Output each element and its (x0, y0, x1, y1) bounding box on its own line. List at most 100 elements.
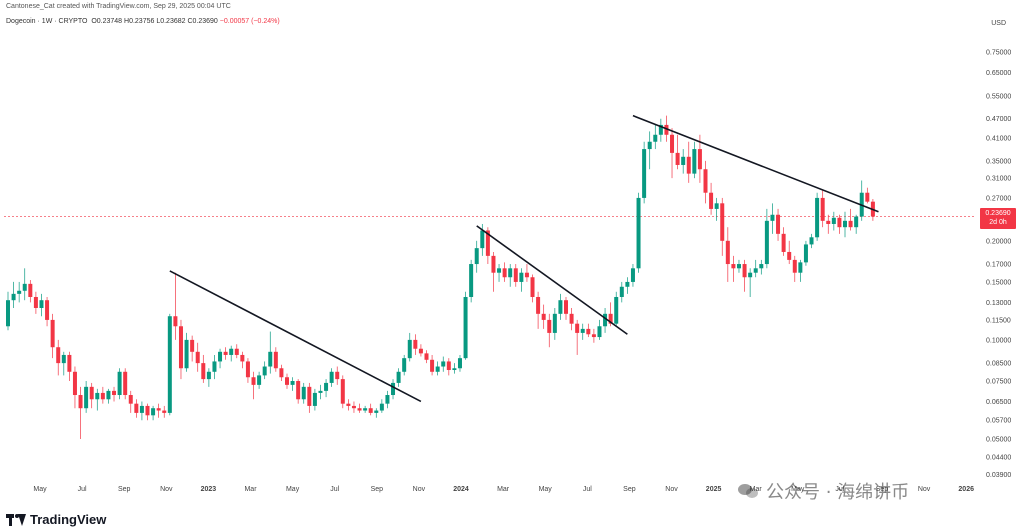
candle (764, 208, 769, 269)
candle-body (524, 272, 529, 278)
candle-body (190, 339, 195, 352)
candle (28, 280, 33, 303)
candle-body (357, 408, 362, 411)
candle (67, 351, 72, 382)
trendline[interactable] (476, 225, 628, 335)
candle (351, 401, 356, 413)
candle-body (11, 293, 16, 301)
candle-body (675, 152, 680, 165)
candle (564, 296, 568, 320)
candle-body (457, 358, 462, 369)
price-tick-label: 0.13000 (986, 300, 1011, 307)
time-axis[interactable]: May Jul Sep Nov 2023 Mar May Jul Sep Nov 2024 Mar Ma… (33, 486, 974, 493)
candle (435, 361, 440, 376)
price-tick-label: 0.04400 (986, 455, 1011, 462)
candle (781, 227, 786, 256)
candle-body (67, 354, 72, 372)
candle (681, 149, 686, 174)
candle-body (452, 368, 457, 371)
candle-body (653, 134, 658, 142)
watermark-text: 公众号 · 海绵讲币 (766, 482, 910, 503)
tradingview-logo[interactable]: TradingView (6, 512, 106, 527)
candle-body (446, 361, 451, 371)
candle-body (301, 386, 306, 400)
price-axis[interactable]: 0.75000 0.65000 0.55000 0.47000 0.41000 0.350… (986, 49, 1011, 479)
candle (848, 208, 853, 231)
candle (725, 227, 730, 282)
candle-body (128, 395, 133, 404)
candle-body (809, 237, 814, 245)
candle-body (469, 264, 474, 297)
candle (519, 268, 524, 292)
candle-body (759, 264, 764, 269)
candle (865, 187, 870, 204)
candle (457, 354, 462, 372)
candle-body (670, 134, 675, 153)
candle-body (619, 286, 624, 297)
candle (670, 128, 675, 179)
candle (430, 354, 435, 376)
candle-body (296, 381, 301, 400)
candle-body (201, 363, 206, 380)
candle-body (50, 319, 55, 348)
candle (798, 259, 803, 282)
candle-body (491, 255, 496, 273)
candle-body (642, 149, 647, 198)
trendlines-group[interactable] (169, 114, 879, 403)
candle (61, 351, 66, 376)
candle (167, 313, 172, 416)
candle-body (787, 251, 792, 260)
candle-body (117, 371, 122, 396)
candle (859, 180, 864, 221)
candle (72, 366, 77, 409)
candle (474, 240, 479, 273)
candle (731, 255, 736, 282)
candle-body (385, 395, 390, 404)
time-tick-label: Sep (118, 486, 131, 493)
candle-body (513, 268, 518, 282)
candle (552, 307, 557, 340)
candle-body (720, 203, 725, 241)
candle-body (441, 361, 446, 367)
price-tick-label: 0.06500 (986, 399, 1011, 406)
candle-body (558, 300, 563, 314)
symbol-title: Dogecoin · 1W · CRYPTO (6, 18, 88, 25)
candle (569, 307, 574, 331)
candle (787, 240, 792, 265)
candle-body (597, 326, 602, 338)
candle (285, 373, 289, 389)
candle (709, 182, 714, 215)
candle (11, 281, 16, 308)
candle-body (770, 214, 775, 221)
candle (759, 259, 764, 275)
candle-body (134, 403, 139, 413)
candle-body (402, 358, 407, 372)
candle-body (162, 410, 167, 413)
candle (229, 345, 234, 362)
candle-body (89, 386, 94, 400)
price-tick-label: 0.03900 (986, 472, 1011, 479)
candle (407, 332, 412, 362)
candle-body (184, 339, 189, 369)
candle-body (480, 230, 485, 249)
candle (770, 203, 775, 234)
trendline[interactable] (169, 270, 422, 403)
candle (184, 332, 189, 372)
chart-credit: Cantonese_Cat created with TradingView.c… (6, 3, 231, 10)
price-tick-label: 0.10000 (986, 337, 1011, 344)
time-tick-label: Mar (750, 486, 763, 493)
wechat-icon (738, 482, 760, 500)
candle (279, 364, 284, 382)
candle (630, 264, 635, 287)
candle (815, 192, 820, 241)
candle (128, 390, 133, 413)
price-tick-label: 0.75000 (986, 49, 1011, 56)
candle (843, 211, 847, 238)
candle-body (424, 353, 429, 360)
candle (591, 328, 596, 343)
trendline[interactable] (632, 114, 879, 213)
time-tick-label: Nov (160, 486, 173, 493)
candle (446, 358, 451, 376)
candle-body (279, 368, 284, 378)
